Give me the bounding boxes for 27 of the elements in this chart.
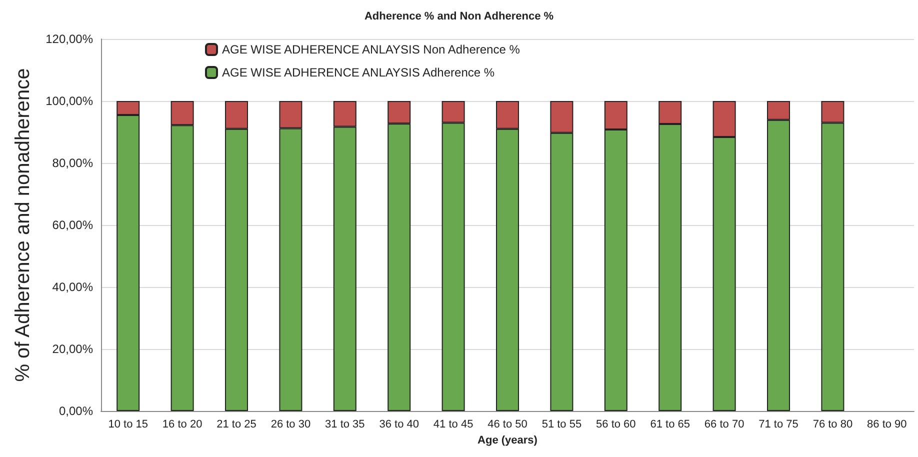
y-tick-label: 20,00%	[52, 342, 94, 356]
x-tick-label: 26 to 30	[270, 418, 311, 430]
x-tick-label: 36 to 40	[379, 418, 419, 430]
legend-label: AGE WISE ADHERENCE ANLAYSIS Adherence %	[222, 66, 495, 80]
y-tick-label: 120,00%	[46, 32, 94, 46]
x-tick-label: 86 to 90	[867, 418, 907, 430]
x-tick-label: 41 to 45	[433, 418, 474, 430]
x-tick-label: 76 to 80	[812, 418, 853, 430]
x-tick-label: 51 to 55	[542, 418, 582, 430]
y-axis-title: % of Adherence and nonadherence	[12, 68, 34, 382]
x-tick-label: 56 to 60	[596, 418, 636, 430]
y-tick-label: 0,00%	[58, 404, 94, 418]
x-tick-label: 46 to 50	[488, 418, 528, 430]
x-tick-label: 71 to 75	[758, 418, 798, 430]
y-tick-label: 60,00%	[52, 218, 94, 232]
y-tick-label: 100,00%	[46, 94, 94, 108]
y-tick-label: 80,00%	[52, 156, 94, 170]
y-tick-label: 40,00%	[52, 280, 94, 294]
x-tick-label: 66 to 70	[704, 418, 744, 430]
x-tick-label: 61 to 65	[650, 418, 690, 430]
x-axis-title: Age (years)	[478, 434, 538, 446]
x-tick-label: 21 to 25	[216, 418, 256, 430]
legend-label: AGE WISE ADHERENCE ANLAYSIS Non Adherence %	[222, 42, 520, 56]
x-tick-label: 31 to 35	[325, 418, 365, 430]
x-tick-label: 16 to 20	[162, 418, 202, 430]
x-tick-label: 10 to 15	[108, 418, 148, 430]
chart-title: Adherence % and Non Adherence %	[364, 10, 554, 22]
